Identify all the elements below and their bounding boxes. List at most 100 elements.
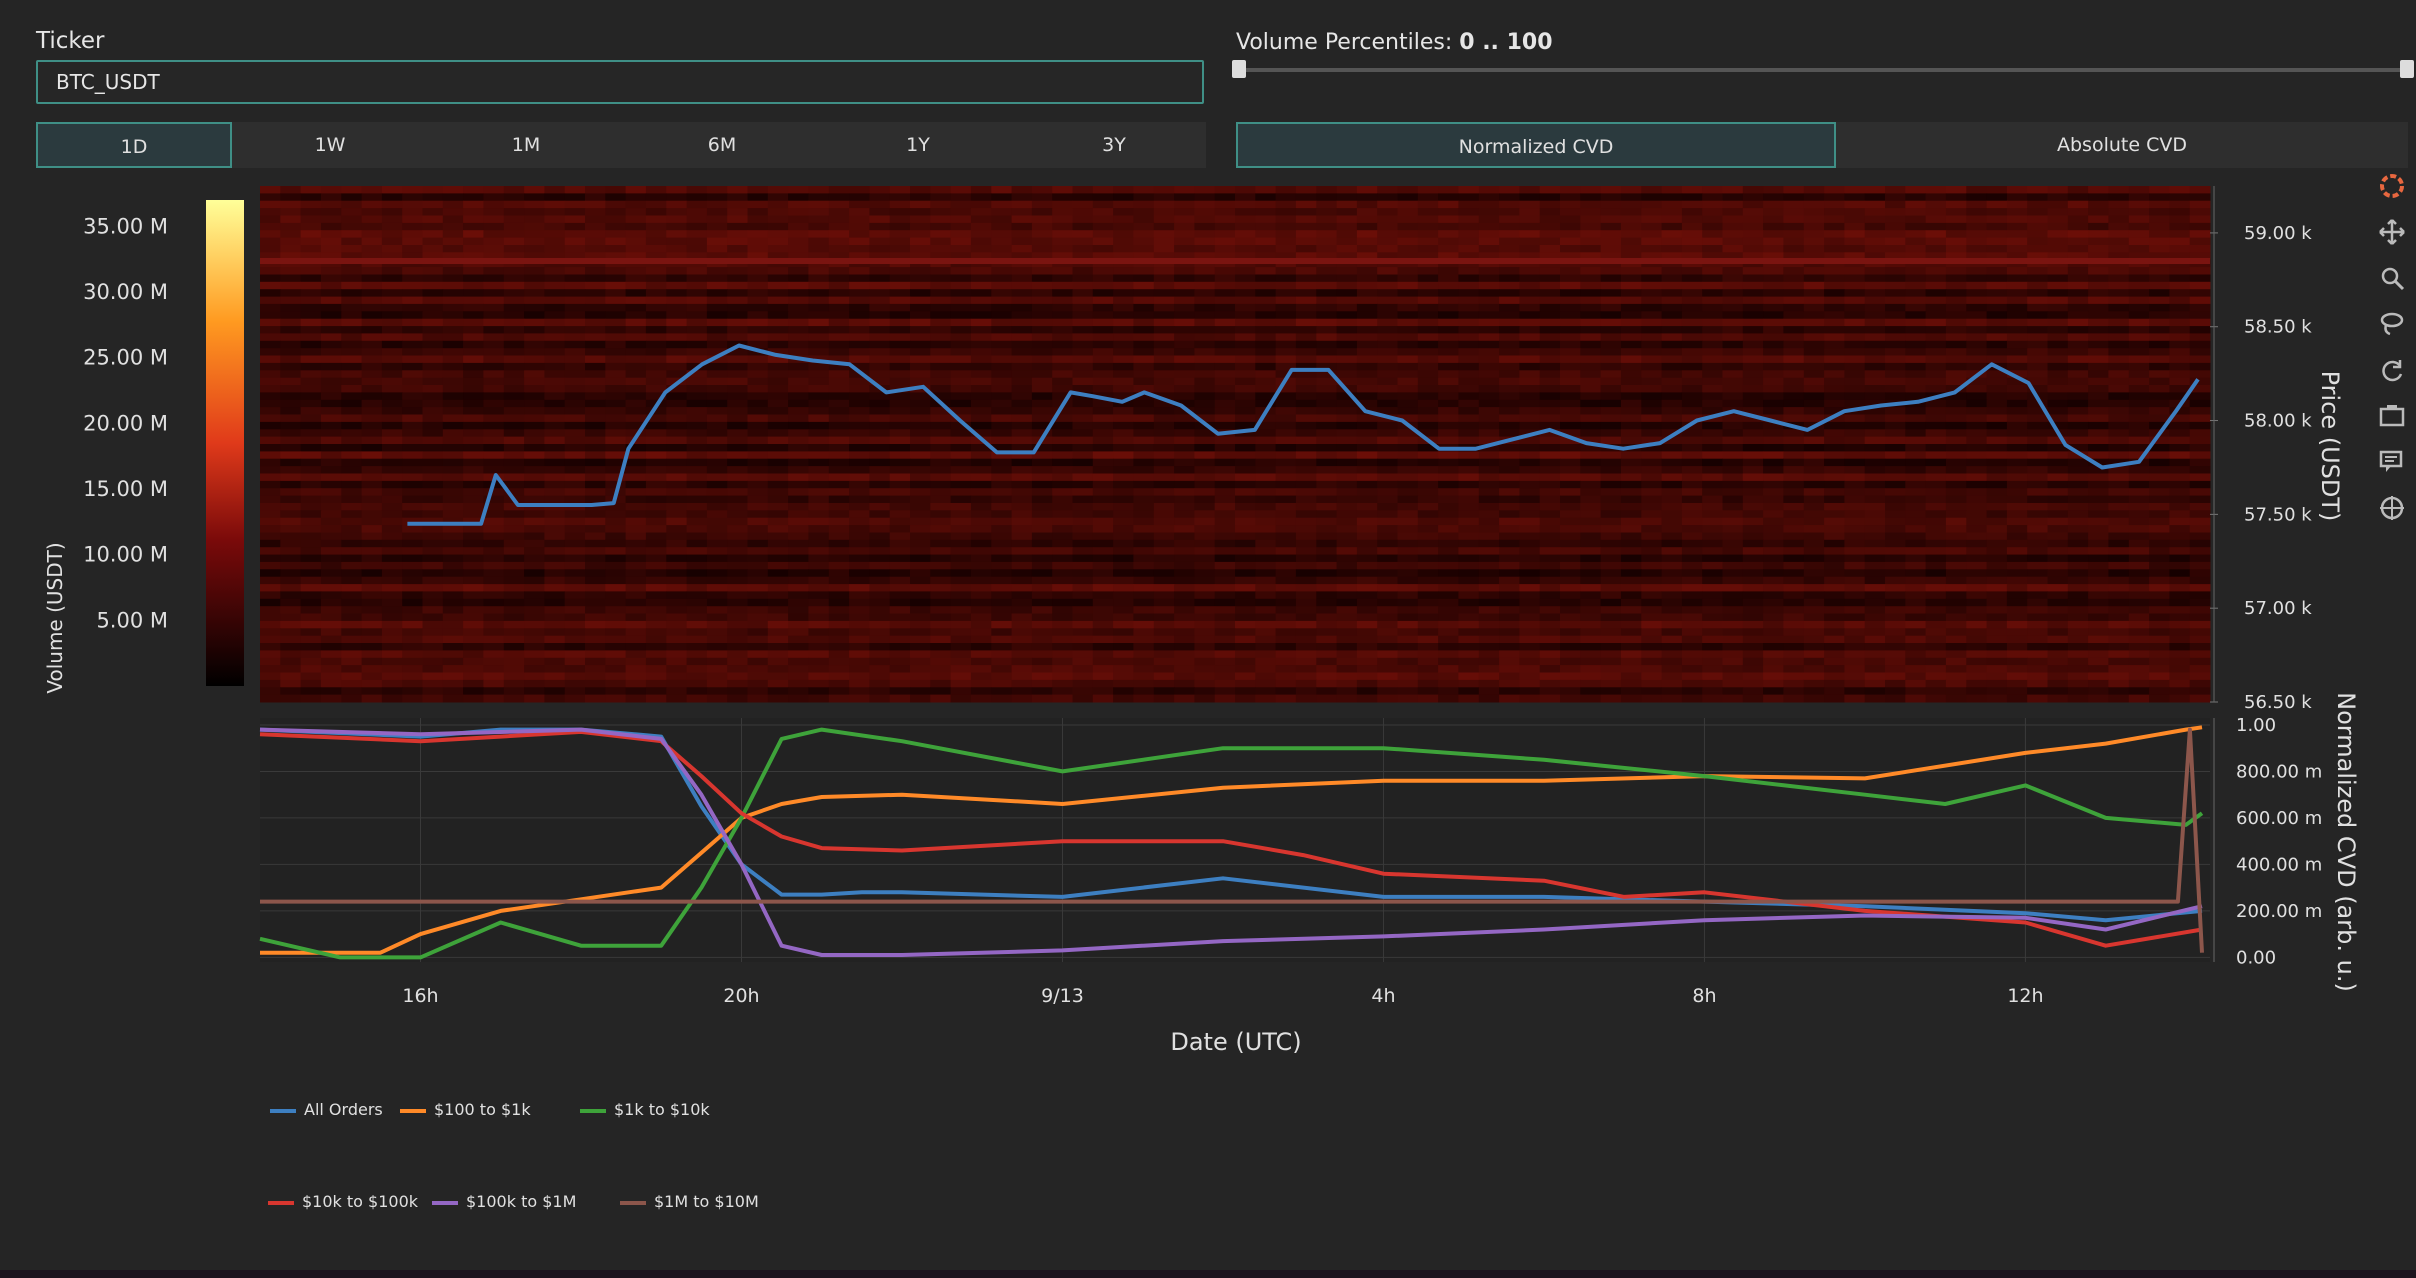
heatmap-cell bbox=[381, 392, 403, 401]
heatmap-cell bbox=[2128, 274, 2150, 283]
heatmap-cell bbox=[544, 303, 566, 312]
heatmap-cell bbox=[300, 429, 322, 438]
heatmap-cell bbox=[1417, 208, 1439, 216]
heatmap-cell bbox=[2149, 510, 2170, 519]
heatmap-cell bbox=[341, 414, 363, 423]
heatmap-cell bbox=[1255, 274, 1277, 283]
heatmap-cell bbox=[483, 466, 505, 474]
heatmap-cell bbox=[645, 186, 667, 194]
heatmap-cell bbox=[1600, 267, 1622, 275]
heatmap-cell bbox=[1438, 451, 1459, 460]
heatmap-cell bbox=[970, 525, 992, 533]
heatmap-cell bbox=[1742, 480, 1764, 489]
range-button-1m[interactable]: 1M bbox=[511, 134, 541, 156]
heatmap-cell bbox=[1397, 303, 1419, 312]
heatmap-cell bbox=[1397, 318, 1419, 327]
heatmap-cell bbox=[2088, 385, 2109, 393]
heatmap-cell bbox=[706, 539, 728, 548]
heatmap-cell bbox=[503, 186, 525, 194]
cvd-mode-normalized-cvd-button[interactable]: Normalized CVD bbox=[1236, 122, 1836, 168]
range-button-1w[interactable]: 1W bbox=[314, 134, 346, 156]
heatmap-cell bbox=[1478, 421, 1500, 430]
heatmap-cell bbox=[1417, 281, 1439, 290]
range-button-1d[interactable]: 1D bbox=[36, 122, 232, 168]
heatmap-cell bbox=[1620, 318, 1642, 327]
heatmap-cell bbox=[2047, 193, 2069, 202]
slider-min-handle[interactable] bbox=[1232, 60, 1246, 78]
heatmap-cell bbox=[503, 318, 525, 327]
heatmap-cell bbox=[2169, 289, 2191, 298]
heatmap-cell bbox=[1235, 340, 1256, 349]
heatmap-cell bbox=[991, 222, 1013, 231]
heatmap-cell bbox=[1235, 392, 1256, 401]
heatmap-cell bbox=[1905, 245, 1927, 253]
heatmap-cell bbox=[1336, 399, 1358, 408]
heatmap-cell bbox=[1620, 495, 1642, 504]
heatmap-cell bbox=[524, 362, 545, 371]
heatmap-cell bbox=[1824, 230, 1845, 239]
heatmap-cell bbox=[645, 554, 667, 563]
heatmap-cell bbox=[808, 525, 830, 533]
heatmap-cell bbox=[320, 208, 342, 216]
heatmap-cell bbox=[463, 281, 484, 290]
heatmap-cell bbox=[706, 488, 728, 497]
heatmap-cell bbox=[1031, 532, 1053, 541]
heatmap-cell bbox=[2027, 208, 2048, 216]
heatmap-cell bbox=[666, 252, 688, 261]
heatmap-cell bbox=[1905, 311, 1927, 320]
heatmap-cell bbox=[1986, 333, 2008, 342]
heatmap-cell bbox=[849, 245, 870, 253]
range-button-1y[interactable]: 1Y bbox=[906, 134, 930, 156]
slider-max-handle[interactable] bbox=[2400, 60, 2414, 78]
heatmap-cell bbox=[1438, 303, 1459, 312]
heatmap-cell bbox=[1174, 362, 1195, 371]
heatmap-cell bbox=[1214, 532, 1236, 541]
heatmap-cell bbox=[970, 370, 992, 379]
heatmap-cell bbox=[1438, 362, 1459, 371]
heatmap-cell bbox=[1417, 230, 1439, 239]
heatmap-cell bbox=[1194, 326, 1216, 334]
heatmap-cell bbox=[1702, 510, 1723, 519]
heatmap-cell bbox=[1214, 186, 1236, 194]
heatmap-cell bbox=[2027, 466, 2048, 474]
heatmap-cell bbox=[1722, 340, 1744, 349]
heatmap-cell bbox=[727, 281, 748, 290]
heatmap-cell bbox=[1092, 429, 1114, 438]
range-button-3y[interactable]: 3Y bbox=[1102, 134, 1126, 156]
heatmap-cell bbox=[889, 466, 911, 474]
heatmap-cell bbox=[1458, 436, 1480, 445]
heatmap-cell bbox=[503, 245, 525, 253]
heatmap-cell bbox=[1458, 289, 1480, 298]
heatmap-cell bbox=[1052, 466, 1073, 474]
heatmap-cell bbox=[1803, 200, 1825, 209]
heatmap-cell bbox=[788, 362, 809, 371]
heatmap-cell bbox=[1052, 370, 1073, 379]
heatmap-cell bbox=[2006, 429, 2028, 438]
heatmap-cell bbox=[991, 377, 1013, 386]
heatmap-cell bbox=[1499, 274, 1520, 283]
heatmap-cell bbox=[1580, 517, 1602, 526]
heatmap-cell bbox=[402, 326, 423, 334]
heatmap-cell bbox=[442, 274, 464, 283]
heatmap-cell bbox=[970, 414, 992, 423]
heatmap-cell bbox=[585, 561, 606, 570]
heatmap-cell bbox=[1092, 495, 1114, 504]
heatmap-cell bbox=[645, 510, 667, 519]
heatmap-cell bbox=[361, 193, 383, 202]
heatmap-chart[interactable]: 56.50 k57.00 k57.50 k58.00 k58.50 k59.00… bbox=[260, 186, 2344, 713]
cvd-mode-absolute-cvd-button[interactable]: Absolute CVD bbox=[2057, 134, 2187, 156]
volume-range-slider[interactable] bbox=[1238, 68, 2408, 72]
range-button-6m[interactable]: 6M bbox=[707, 134, 737, 156]
heatmap-cell bbox=[1052, 561, 1073, 570]
heatmap-cell bbox=[503, 377, 525, 386]
heatmap-cell bbox=[402, 370, 423, 379]
heatmap-cell bbox=[869, 377, 891, 386]
heatmap-cell bbox=[2027, 326, 2048, 334]
heatmap-cell bbox=[1113, 326, 1134, 334]
ticker-input[interactable] bbox=[36, 60, 1204, 104]
heatmap-cell bbox=[1235, 539, 1256, 548]
heatmap-cell bbox=[1438, 355, 1459, 364]
heatmap-cell bbox=[2128, 510, 2150, 519]
heatmap-cell bbox=[767, 444, 789, 452]
